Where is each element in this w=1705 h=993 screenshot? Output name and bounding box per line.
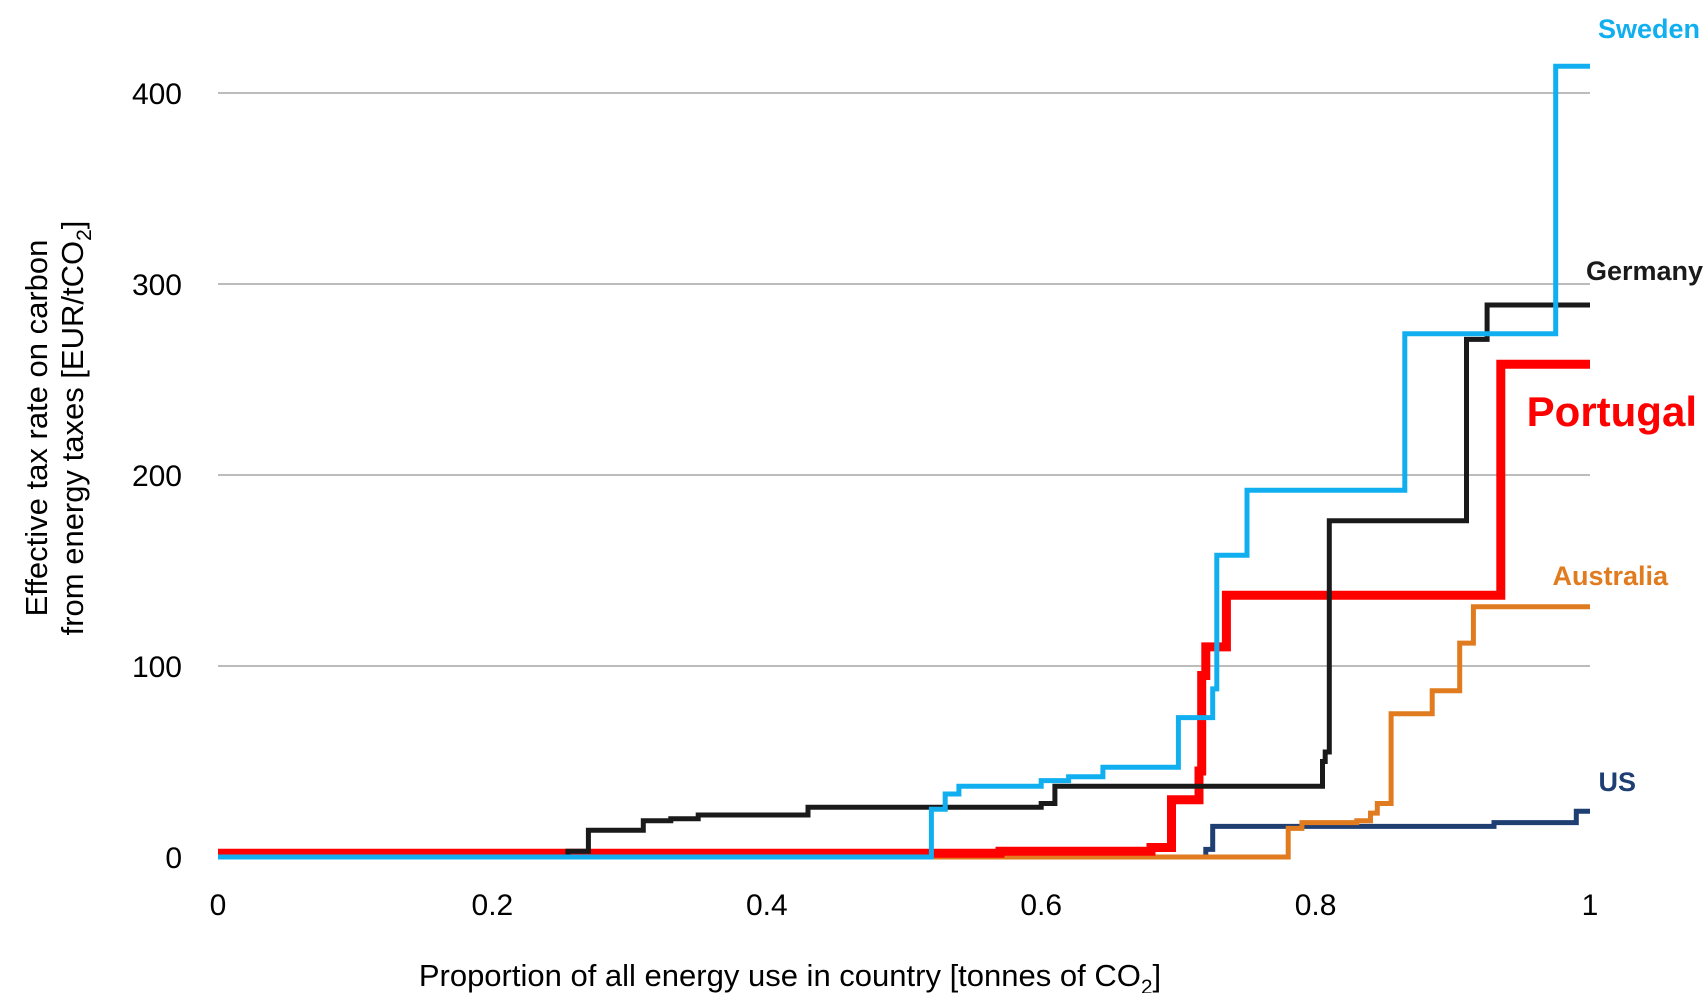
y-axis-title-tail: ] bbox=[55, 221, 90, 230]
x-tick-label: 0.6 bbox=[1020, 889, 1062, 922]
x-axis-title: Proportion of all energy use in country … bbox=[419, 958, 1161, 993]
x-tick-label: 0.2 bbox=[472, 889, 514, 922]
y-tick-label: 300 bbox=[132, 269, 182, 302]
y-axis-tick-labels: 0 100 200 300 400 bbox=[132, 78, 182, 875]
x-tick-label: 0 bbox=[210, 889, 227, 922]
series-labels: Sweden Germany Portugal Australia US bbox=[1527, 14, 1703, 797]
series-line-australia bbox=[218, 604, 1590, 860]
series-line-sweden bbox=[218, 63, 1590, 860]
y-axis-title-line1: Effective tax rate on carbon bbox=[19, 240, 54, 617]
y-axis-title: Effective tax rate on carbon from energy… bbox=[19, 221, 96, 636]
series-label-sweden: Sweden bbox=[1598, 14, 1700, 44]
series-lines bbox=[218, 63, 1590, 860]
series-label-germany: Germany bbox=[1586, 256, 1703, 286]
x-tick-label: 1 bbox=[1582, 889, 1599, 922]
x-tick-label: 0.4 bbox=[746, 889, 788, 922]
series-line-germany bbox=[218, 302, 1590, 860]
series-label-portugal: Portugal bbox=[1527, 388, 1697, 435]
series-label-us: US bbox=[1598, 767, 1636, 797]
series-line-portugal bbox=[218, 359, 1590, 858]
grid-lines bbox=[218, 92, 1590, 667]
y-tick-label: 100 bbox=[132, 651, 182, 684]
x-axis-title-subscript: 2 bbox=[1141, 976, 1153, 993]
y-tick-label: 0 bbox=[165, 842, 182, 875]
x-axis-tick-labels: 0 0.2 0.4 0.6 0.8 1 bbox=[210, 889, 1599, 922]
x-axis-title-tail: ] bbox=[1153, 958, 1162, 993]
y-axis-title-subscript: 2 bbox=[73, 229, 96, 241]
series-label-australia: Australia bbox=[1552, 561, 1669, 591]
x-axis-title-main: Proportion of all energy use in country … bbox=[419, 958, 1141, 993]
y-axis-title-line2-main: from energy taxes [EUR/tCO bbox=[55, 241, 90, 636]
x-tick-label: 0.8 bbox=[1295, 889, 1337, 922]
y-axis-title-line2: from energy taxes [EUR/tCO2] bbox=[55, 221, 96, 636]
y-tick-label: 200 bbox=[132, 460, 182, 493]
y-tick-label: 400 bbox=[132, 78, 182, 111]
